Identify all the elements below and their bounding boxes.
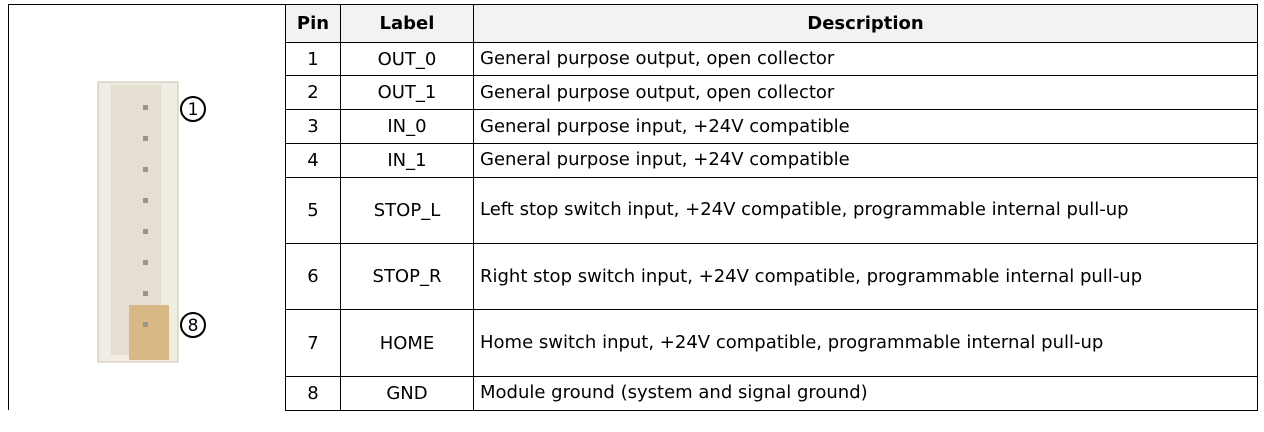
pin-description: General purpose output, open collector xyxy=(473,75,1258,111)
pin-number: 1 xyxy=(285,41,341,77)
pin-table: 1 8 Pin Label Description 1 OUT_0 General purpo… xyxy=(8,4,1258,411)
connector-image: 18 xyxy=(97,81,206,363)
pin xyxy=(143,198,148,203)
pin xyxy=(143,167,148,172)
table-row: 5 STOP_L Left stop switch input, +24V comp… xyxy=(9,176,1258,245)
table-row: 1 OUT_0 General purpose output, open colle… xyxy=(9,41,1258,77)
pin-label: HOME xyxy=(340,309,474,377)
pin-number: 5 xyxy=(285,176,341,245)
pin-number: 2 xyxy=(285,75,341,111)
connector-latch xyxy=(129,305,169,360)
column-header: Description xyxy=(473,4,1258,43)
header-row: 1 8 Pin Label Description xyxy=(8,4,1258,410)
pin-description: Module ground (system and signal ground) xyxy=(473,375,1258,411)
pin-number: 6 xyxy=(285,243,341,311)
pin-callout-label: 8 xyxy=(188,316,199,336)
pin-label: OUT_0 xyxy=(340,41,474,77)
pin xyxy=(143,260,148,265)
pin xyxy=(143,322,148,327)
pin-label: STOP_L xyxy=(340,176,474,245)
pin-label: OUT_1 xyxy=(340,75,474,111)
column-header: Pin xyxy=(285,4,341,43)
pin-number: 4 xyxy=(285,143,341,178)
table-row: 4 IN_1 General purpose input, +24V compati… xyxy=(9,143,1258,178)
pin-description: Left stop switch input, +24V compatible,… xyxy=(473,176,1258,245)
column-header: Label xyxy=(340,4,474,43)
pin-callout xyxy=(180,312,206,338)
pin-label: IN_1 xyxy=(340,143,474,178)
pin-number: 7 xyxy=(285,309,341,377)
pin-description: Right stop switch input, +24V compatible… xyxy=(473,243,1258,311)
pin-label: STOP_R xyxy=(340,243,474,311)
table-row: 3 IN_0 General purpose input, +24V compati… xyxy=(9,109,1258,145)
pin xyxy=(143,136,148,141)
pin xyxy=(143,229,148,234)
table-row: 2 OUT_1 General purpose output, open colle… xyxy=(9,75,1258,111)
pin xyxy=(143,105,148,110)
table-row: 8 GND Module ground (system and signal gro… xyxy=(9,375,1258,411)
pin-description: Home switch input, +24V compatible, prog… xyxy=(473,309,1258,377)
pin-number: 8 xyxy=(285,375,341,411)
pin-description: General purpose input, +24V compatible xyxy=(473,109,1258,145)
pin-number: 3 xyxy=(285,109,341,145)
pin-label: IN_0 xyxy=(340,109,474,145)
pin xyxy=(143,291,148,296)
pin-callout xyxy=(180,96,206,122)
pin-description: General purpose output, open collector xyxy=(473,41,1258,77)
table-row: 6 STOP_R Right stop switch input, +24V com… xyxy=(9,243,1258,311)
pin-callout-label: 1 xyxy=(188,100,199,120)
pin-label: GND xyxy=(340,375,474,411)
pin-description: General purpose input, +24V compatible xyxy=(473,143,1258,178)
table-row: 7 HOME Home switch input, +24V compatible,… xyxy=(9,309,1258,377)
